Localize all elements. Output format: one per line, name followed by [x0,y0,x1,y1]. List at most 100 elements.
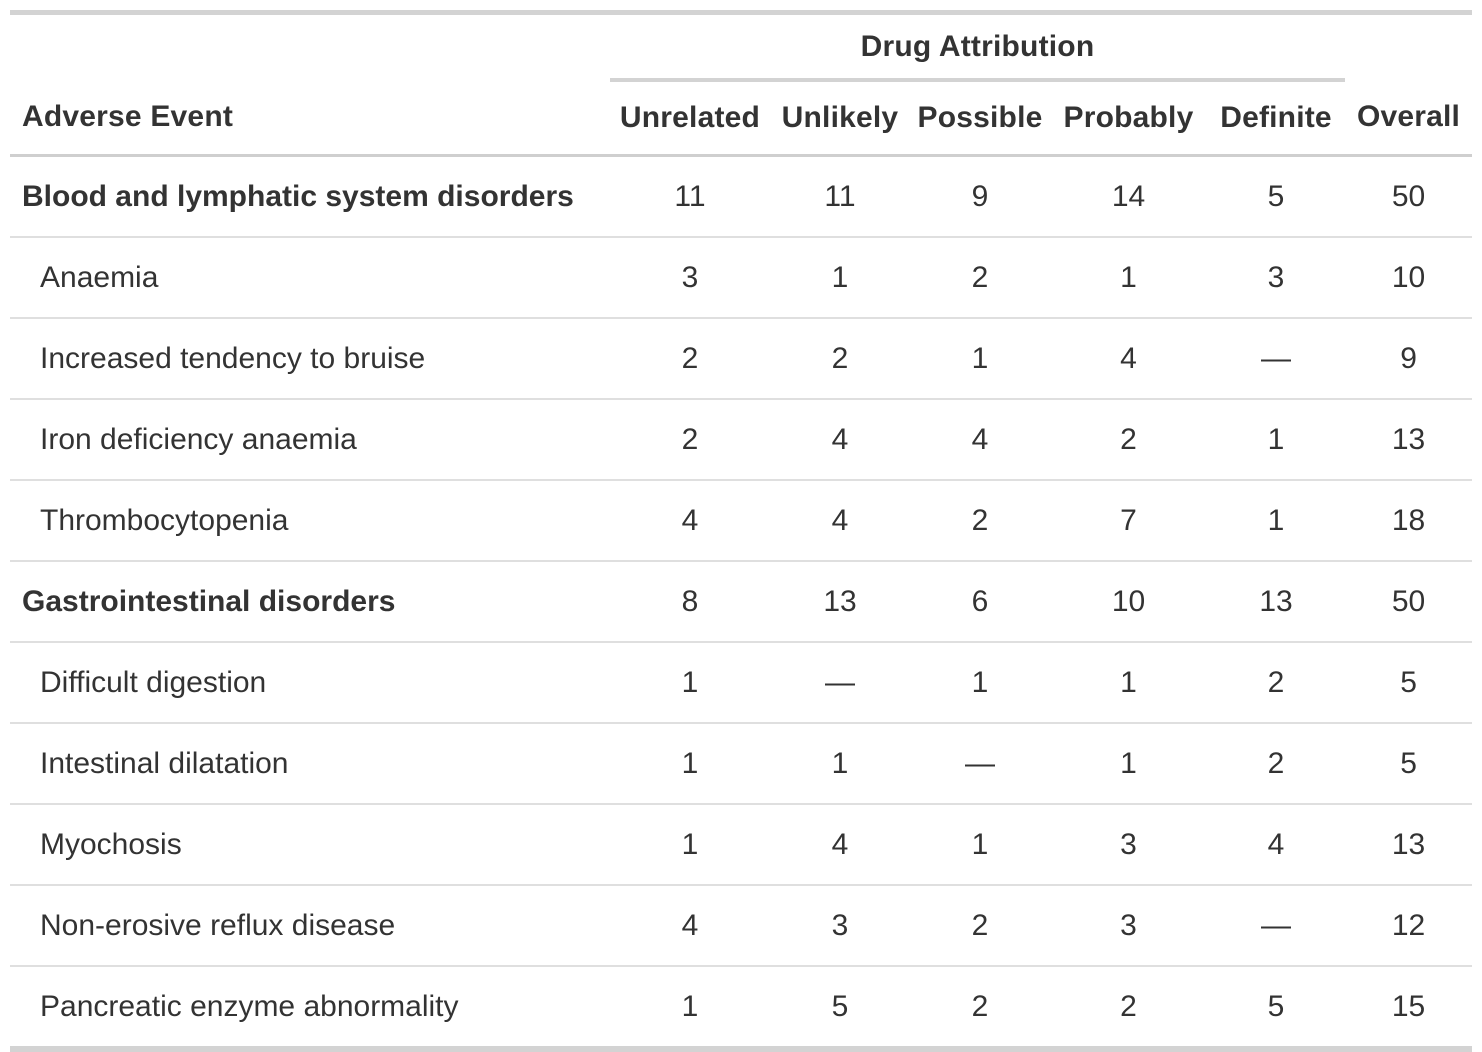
value-cell: 1 [681,989,699,1023]
value-cell: 1 [770,723,910,805]
column-header-row: Adverse Event Unrelated Unlikely Possibl… [10,80,1473,157]
row-label: Thrombocytopenia [10,480,610,562]
row-label: Blood and lymphatic system disorders [10,155,610,238]
value-cell: 1 [910,642,1050,724]
value-cell: 1 [610,723,770,805]
table-row: Pancreatic enzyme abnormality 1 5 2 2 5 … [10,966,1472,1049]
row-label: Difficult digestion [10,642,610,724]
value-cell: 14 [1050,155,1207,238]
row-label: Iron deficiency anaemia [10,399,610,481]
value-cell: 1 [910,318,1050,400]
value-cell: 9 [910,155,1050,238]
value-cell: — [770,642,910,724]
value-cell: 4 [1050,318,1207,400]
row-label: Gastrointestinal disorders [10,561,610,643]
table-body: Blood and lymphatic system disorders 11 … [10,155,1473,1050]
value-cell: 4 [610,480,770,562]
column-spanner-drug-attribution: Drug Attribution [610,12,1346,82]
column-header-probably: Probably [1050,80,1207,157]
value-cell: 1 [1207,480,1346,562]
value-cell: 4 [770,804,910,886]
table-row: Myochosis 1 4 1 3 4 13 [10,804,1473,886]
column-header-overall: Overall [1345,80,1473,157]
table-row: Difficult digestion 1 — 1 1 2 5 [10,642,1473,724]
value-cell: 2 [910,885,1050,967]
value-cell: 5 [1207,155,1346,238]
value-cell: 1 [1050,723,1207,805]
value-cell: 5 [831,989,849,1023]
value-cell: 1 [610,642,770,724]
value-cell: 10 [1050,561,1207,643]
value-cell: 13 [1207,561,1346,643]
value-cell: 2 [1050,399,1207,481]
value-cell: 13 [770,561,910,643]
row-label: Non-erosive reflux disease [10,885,610,967]
value-cell: 5 [1345,642,1473,724]
value-cell: 1 [610,804,770,886]
table-row: Non-erosive reflux disease 4 3 2 3 — 12 [10,885,1473,967]
row-label: Anaemia [10,237,610,319]
value-cell: 6 [910,561,1050,643]
value-cell: 12 [1345,885,1473,967]
value-cell: 15 [1391,989,1426,1023]
value-cell: 1 [770,237,910,319]
value-cell: 1 [1050,642,1207,724]
value-cell: 2 [971,989,989,1023]
row-label: Myochosis [10,804,610,886]
value-cell: 2 [1207,642,1346,724]
value-cell: 2 [1120,989,1137,1023]
table-row: Intestinal dilatation 1 1 — 1 2 5 [10,723,1473,805]
value-cell: 5 [1267,989,1285,1023]
spanner-spacer-right [1345,13,1472,81]
value-cell: 3 [1050,885,1207,967]
value-cell: 4 [770,480,910,562]
value-cell: 2 [610,318,770,400]
value-cell: 4 [910,399,1050,481]
row-label: Increased tendency to bruise [10,318,610,400]
value-cell: 1 [1050,237,1207,319]
value-cell: — [910,723,1050,805]
value-cell: 1 [1207,399,1346,481]
value-cell: 4 [1207,804,1346,886]
value-cell: — [1207,318,1346,400]
value-cell: 11 [610,155,770,238]
value-cell: 18 [1345,480,1473,562]
value-cell: 2 [910,237,1050,319]
value-cell: 2 [610,399,770,481]
value-cell: — [1207,885,1346,967]
table-row: Blood and lymphatic system disorders 11 … [10,155,1473,238]
table-row: Gastrointestinal disorders 8 13 6 10 13 … [10,561,1473,643]
value-cell: 2 [910,480,1050,562]
table-row: Thrombocytopenia 4 4 2 7 1 18 [10,480,1473,562]
value-cell: 10 [1345,237,1473,319]
table-row: Increased tendency to bruise 2 2 1 4 — 9 [10,318,1473,400]
value-cell: 3 [770,885,910,967]
column-header-adverse-event: Adverse Event [10,80,610,157]
column-header-definite: Definite [1207,80,1346,157]
row-label: Intestinal dilatation [10,723,610,805]
row-label: Pancreatic enzyme abnormality [40,989,459,1023]
value-cell: 50 [1345,561,1473,643]
value-cell: 11 [770,155,910,238]
spanner-spacer-left [10,13,610,81]
value-cell: 13 [1345,399,1473,481]
table-row: Anaemia 3 1 2 1 3 10 [10,237,1473,319]
value-cell: 50 [1345,155,1473,238]
value-cell: 5 [1345,723,1473,805]
value-cell: 3 [1050,804,1207,886]
table-header: Drug Attribution Adverse Event Unrelated… [10,12,1473,157]
value-cell: 3 [1207,237,1346,319]
value-cell: 2 [1207,723,1346,805]
spanner-row: Drug Attribution [10,12,1472,82]
value-cell: 8 [610,561,770,643]
value-cell: 2 [770,318,910,400]
adverse-events-table: Drug Attribution Adverse Event Unrelated… [10,10,1473,1052]
value-cell: 13 [1345,804,1473,886]
column-header-unrelated: Unrelated [610,80,770,157]
column-header-unlikely: Unlikely [770,80,910,157]
value-cell: 1 [910,804,1050,886]
value-cell: 4 [770,399,910,481]
table-row: Iron deficiency anaemia 2 4 4 2 1 13 [10,399,1473,481]
page: Drug Attribution Adverse Event Unrelated… [0,10,1482,1052]
column-header-possible: Possible [910,80,1050,157]
